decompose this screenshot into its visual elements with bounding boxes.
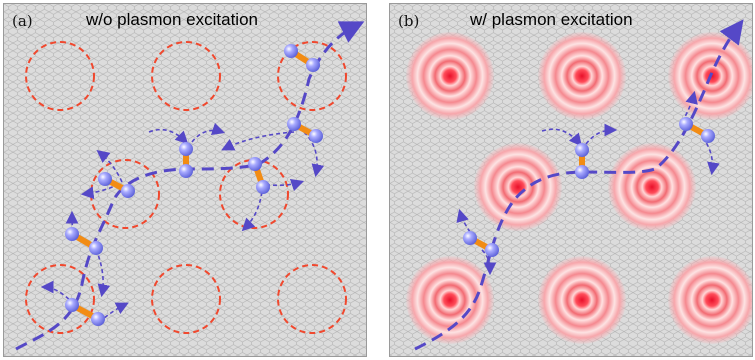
molecule-icon [179, 142, 193, 178]
dashed-circle-icon [151, 41, 221, 111]
panel-title: w/o plasmon excitation [86, 10, 258, 29]
molecule-icon [679, 117, 715, 143]
panel-label: (b) [398, 12, 420, 30]
dashed-circle-icon [25, 41, 95, 111]
molecule-icon [284, 44, 320, 72]
plasmon-hotspot-icon [668, 256, 752, 344]
molecule-icon [248, 157, 270, 194]
dashed-circle-icon [90, 159, 160, 229]
plasmon-hotspot-icon [406, 256, 494, 344]
plasmon-hotspot-icon [474, 143, 562, 231]
plasmon-hotspot-icon [538, 32, 626, 120]
plasmon-hotspot-icon [406, 32, 494, 120]
panel-label: (a) [12, 12, 33, 30]
molecule-icon [65, 298, 105, 326]
dashed-circle-icon [25, 264, 95, 334]
molecule-icon [575, 143, 589, 179]
dashed-circle-icon [277, 264, 347, 334]
panel-a-illustration [4, 4, 366, 356]
branch-arrows [456, 90, 720, 276]
lattice-background [4, 4, 366, 356]
panel-b-illustration [390, 4, 752, 356]
dashed-circle-icon [151, 264, 221, 334]
panel-b: (b) w/ plasmon excitation [389, 3, 753, 357]
plasmon-hotspot-icon [538, 256, 626, 344]
dashed-circle-icon [277, 41, 347, 111]
molecule-icon [287, 117, 323, 143]
plasmon-hotspot-icon [608, 143, 696, 231]
molecules [463, 117, 715, 257]
molecule-icon [463, 231, 499, 257]
molecule-icon [98, 172, 135, 198]
panel-title: w/ plasmon excitation [470, 10, 633, 29]
molecules [65, 44, 323, 326]
molecule-icon [65, 227, 103, 255]
panel-a: (a) w/o plasmon excitation [3, 3, 367, 357]
